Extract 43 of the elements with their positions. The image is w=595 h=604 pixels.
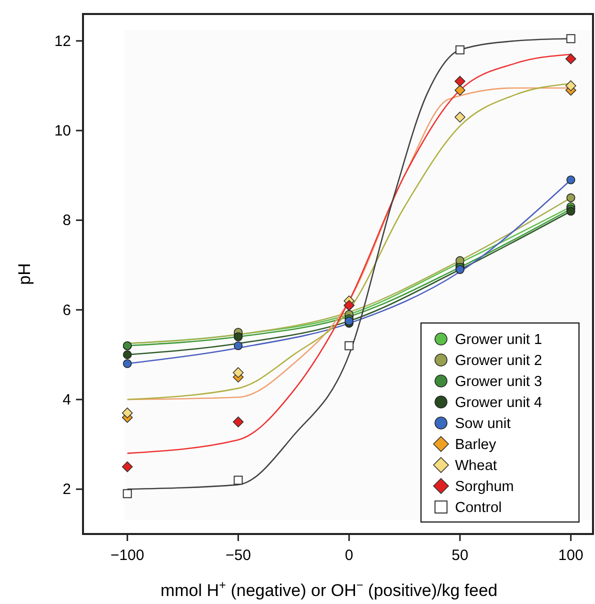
point xyxy=(566,193,576,202)
legend-label: Grower unit 3 xyxy=(455,374,542,390)
point xyxy=(234,341,243,350)
point xyxy=(122,461,133,472)
legend-label: Sow unit xyxy=(455,416,511,432)
point xyxy=(454,84,466,96)
point xyxy=(455,45,464,54)
x-axis-title: mmol H$^{+}$ (negative) or OH$^{−}$ (positive)/kg feed xyxy=(160,578,498,600)
point xyxy=(566,206,576,216)
y-axis-title: pH xyxy=(15,263,34,285)
point xyxy=(122,408,133,418)
x-tick-label: 0 xyxy=(344,547,354,564)
y-tick-label: 10 xyxy=(54,122,71,140)
point xyxy=(122,489,132,498)
point xyxy=(232,367,244,378)
x-tick-label: −50 xyxy=(225,547,251,564)
x-tick-label: 50 xyxy=(452,547,468,564)
point xyxy=(344,316,354,326)
legend-label: Barley xyxy=(455,437,497,453)
point xyxy=(122,359,132,368)
legend-label: Grower unit 4 xyxy=(455,395,542,411)
point xyxy=(232,416,244,428)
y-tick-label: 6 xyxy=(62,302,71,319)
point xyxy=(565,80,576,92)
point xyxy=(122,350,132,360)
legend-label: Grower unit 1 xyxy=(455,332,542,348)
legend-label: Sorghum xyxy=(455,479,514,495)
point xyxy=(344,341,354,350)
point xyxy=(566,175,576,184)
x-tick-label: 100 xyxy=(558,547,584,564)
y-tick-label: 4 xyxy=(62,392,71,409)
x-tick-label: −100 xyxy=(110,547,144,564)
point xyxy=(454,112,466,123)
legend-label: Control xyxy=(455,500,502,516)
y-tick-label: 8 xyxy=(62,212,71,230)
point xyxy=(566,34,576,44)
legend-label: Grower unit 2 xyxy=(455,353,542,369)
y-tick-label: 12 xyxy=(54,32,71,50)
point xyxy=(565,53,576,64)
y-tick-label: 2 xyxy=(62,481,71,498)
legend-label: Wheat xyxy=(455,458,497,474)
point xyxy=(234,476,243,485)
point xyxy=(454,76,466,87)
